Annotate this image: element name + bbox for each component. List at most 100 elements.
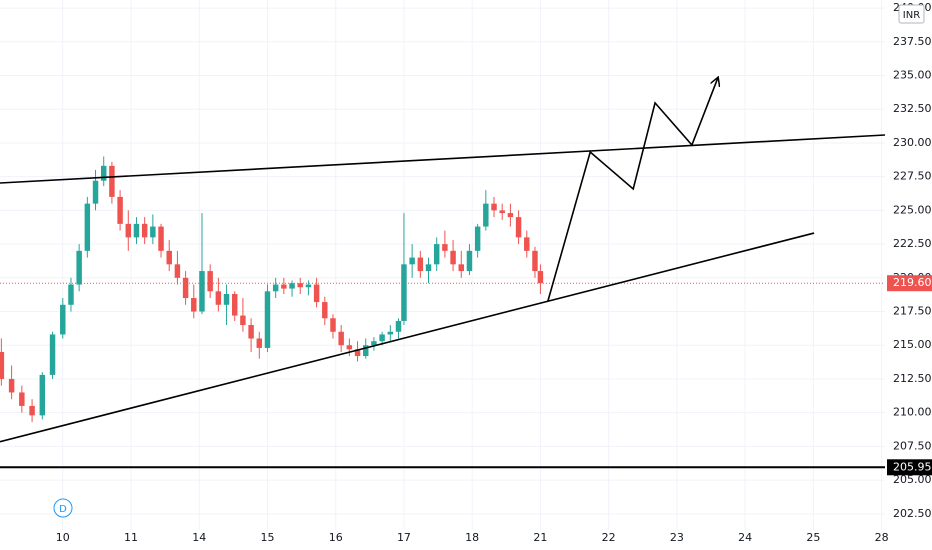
y-tick-label: 207.50 (893, 439, 932, 452)
x-tick-label: 14 (192, 531, 206, 544)
y-tick-label: 215.00 (893, 338, 932, 351)
candle-body (483, 203, 489, 227)
candle-body (84, 203, 91, 251)
x-tick-label: 28 (875, 531, 889, 544)
last-price-box (887, 275, 932, 292)
x-tick-label: 11 (124, 531, 138, 544)
candle-body (330, 318, 336, 332)
x-tick-label: 22 (602, 531, 616, 544)
candle-body (450, 250, 456, 265)
interval-label[interactable]: D (59, 504, 67, 515)
x-tick-label: 25 (806, 531, 820, 544)
x-tick-label: 23 (670, 531, 684, 544)
candle-body (338, 331, 344, 346)
y-tick-label: 225.00 (893, 203, 932, 216)
candle-body (387, 331, 394, 335)
candle-body (272, 284, 279, 292)
candle-body (524, 237, 530, 251)
candle-body (231, 293, 238, 316)
candle-body (92, 180, 99, 204)
y-tick-label: 230.00 (893, 136, 932, 149)
candle-body (150, 226, 156, 238)
candle-body (395, 320, 402, 332)
candle-body (60, 304, 66, 335)
candle-body (313, 284, 320, 303)
candle-body (100, 165, 107, 181)
candle-body (433, 244, 440, 265)
candle-body (191, 298, 197, 312)
candle-body (109, 165, 115, 197)
candle-body (379, 334, 385, 342)
candle-body (125, 223, 132, 238)
x-tick-label: 21 (533, 531, 547, 544)
y-tick-label: 222.50 (893, 237, 932, 250)
candle-body (240, 315, 246, 326)
y-tick-label: 237.50 (893, 35, 932, 48)
candle-body (474, 226, 481, 251)
candle-body (346, 345, 353, 350)
candle-body (133, 223, 140, 238)
candle-body (19, 392, 25, 406)
x-tick-label: 15 (260, 531, 274, 544)
candle-body (49, 334, 56, 375)
currency-badge[interactable] (898, 4, 925, 24)
candle-body (532, 250, 538, 272)
candle-body (363, 345, 369, 357)
candle-body (371, 341, 377, 346)
last-price-label: 219.60 (893, 276, 932, 289)
y-tick-label: 205.00 (893, 473, 932, 486)
candle-body (515, 217, 522, 238)
trend-drawing (0, 232, 815, 443)
candle-body (289, 283, 295, 289)
candle-body (29, 405, 35, 416)
candle-body (174, 264, 181, 278)
candle-body (8, 378, 15, 393)
candle-body (248, 325, 254, 339)
candle-body (68, 284, 74, 305)
interval-badge[interactable] (53, 498, 73, 518)
candle-body (305, 284, 312, 288)
y-tick-label: 210.00 (893, 406, 932, 419)
y-tick-label: 217.50 (893, 305, 932, 318)
candle-body (223, 293, 230, 305)
candle-body (297, 283, 303, 288)
candle-body (0, 351, 5, 379)
candle-body (466, 250, 473, 272)
candle-body (537, 271, 544, 284)
candle-body (491, 203, 497, 211)
horizontal-line-price-label: 205.95 (893, 460, 932, 473)
candle-body (117, 196, 123, 224)
candle-body (141, 223, 148, 238)
x-tick-label: 17 (397, 531, 411, 544)
candle-body (401, 264, 407, 321)
candle-body (158, 226, 164, 251)
candle-body (39, 374, 46, 416)
candle-body (281, 284, 287, 289)
x-tick-label: 24 (738, 531, 752, 544)
candle-body (442, 244, 448, 251)
candle-body (322, 302, 328, 319)
y-tick-label: 235.00 (893, 69, 932, 82)
candle-body (76, 250, 82, 285)
candle-body (256, 338, 263, 348)
candle-body (215, 291, 222, 305)
y-tick-label: 227.50 (893, 170, 932, 183)
trend-drawing (0, 134, 886, 184)
currency-label[interactable]: INR (903, 10, 920, 21)
candle-body (409, 257, 415, 265)
candle-body (207, 271, 213, 292)
candle-body (354, 349, 361, 357)
candle-body (507, 213, 514, 218)
horizontal-line-price-box (887, 459, 932, 476)
candle-body (499, 210, 505, 214)
y-tick-label: 202.50 (893, 507, 932, 520)
candle-body (417, 257, 424, 272)
x-tick-label: 16 (329, 531, 343, 544)
candle-body (264, 291, 271, 348)
candle-body (199, 271, 205, 312)
candle-body (166, 250, 172, 265)
candle-body (425, 264, 432, 272)
y-tick-label: 212.50 (893, 372, 932, 385)
